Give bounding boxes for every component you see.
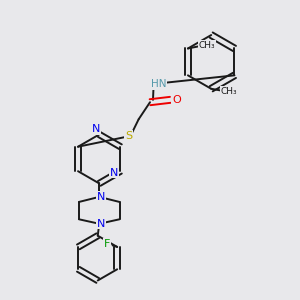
Text: HN: HN [151, 79, 167, 89]
Text: O: O [172, 95, 181, 105]
Text: N: N [97, 219, 105, 229]
Text: S: S [125, 131, 132, 141]
Text: N: N [97, 192, 105, 202]
Text: CH₃: CH₃ [198, 41, 215, 50]
Text: F: F [103, 239, 110, 249]
Text: N: N [92, 124, 100, 134]
Text: N: N [110, 168, 118, 178]
Text: CH₃: CH₃ [220, 87, 237, 96]
